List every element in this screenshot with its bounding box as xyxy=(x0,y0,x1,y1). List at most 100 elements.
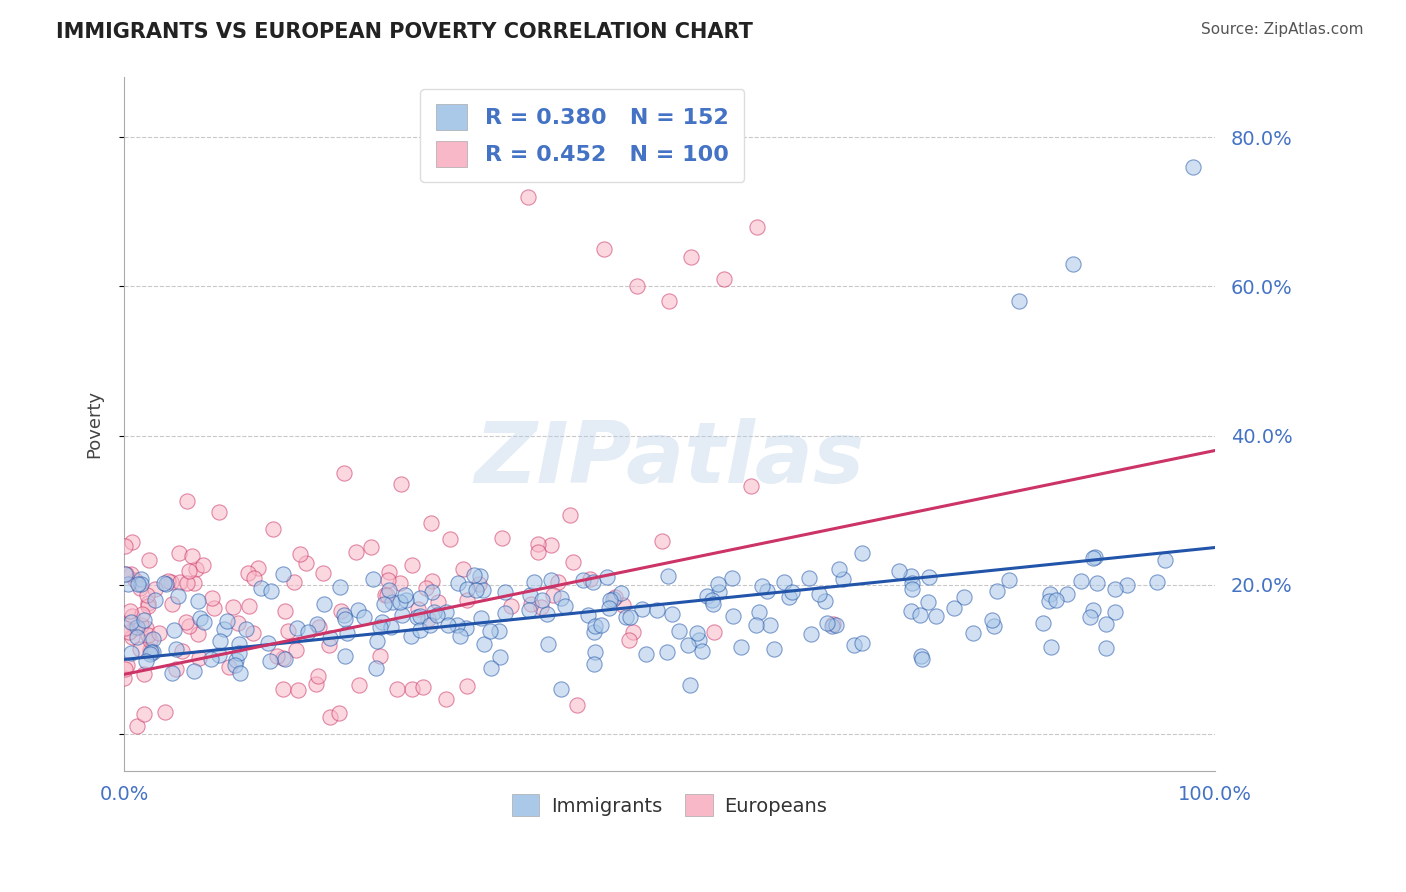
Point xyxy=(501,599,523,614)
Point xyxy=(373,597,395,611)
Point xyxy=(540,538,562,552)
Point xyxy=(426,608,449,623)
Point xyxy=(131,607,153,622)
Point xyxy=(456,582,478,597)
Point xyxy=(1095,616,1118,631)
Point xyxy=(454,621,477,635)
Point xyxy=(120,604,142,618)
Point xyxy=(319,710,342,724)
Text: Source: ZipAtlas.com: Source: ZipAtlas.com xyxy=(1201,22,1364,37)
Point xyxy=(621,624,644,639)
Point xyxy=(703,625,725,640)
Point xyxy=(179,564,201,578)
Point xyxy=(226,616,249,631)
Point xyxy=(844,638,866,652)
Point xyxy=(582,657,605,672)
Point xyxy=(658,294,681,309)
Point xyxy=(243,571,266,585)
Point xyxy=(1078,609,1101,624)
Point xyxy=(554,599,576,613)
Point xyxy=(416,612,439,626)
Point xyxy=(1038,594,1060,608)
Point xyxy=(124,621,146,635)
Point xyxy=(148,626,170,640)
Point xyxy=(489,650,512,665)
Point xyxy=(924,609,946,624)
Point xyxy=(134,707,156,722)
Point xyxy=(363,572,385,586)
Point xyxy=(305,677,328,691)
Point xyxy=(1146,575,1168,590)
Point xyxy=(160,574,183,589)
Point xyxy=(626,279,648,293)
Point xyxy=(165,662,187,676)
Point xyxy=(565,698,588,712)
Point xyxy=(187,650,209,665)
Point xyxy=(589,618,612,632)
Point xyxy=(953,590,976,604)
Point xyxy=(821,619,844,633)
Point xyxy=(562,555,585,569)
Point xyxy=(619,610,641,624)
Point xyxy=(688,632,710,647)
Point xyxy=(172,644,194,658)
Point xyxy=(120,646,142,660)
Point xyxy=(162,665,184,680)
Point xyxy=(332,466,354,480)
Point xyxy=(595,570,617,584)
Point xyxy=(228,646,250,660)
Y-axis label: Poverty: Poverty xyxy=(86,391,103,458)
Point xyxy=(143,593,166,607)
Point xyxy=(828,562,851,576)
Point xyxy=(772,574,794,589)
Point xyxy=(681,250,703,264)
Point xyxy=(550,591,572,606)
Point xyxy=(259,654,281,668)
Point xyxy=(800,627,823,641)
Point xyxy=(238,599,260,614)
Point xyxy=(131,572,153,586)
Point xyxy=(408,602,430,616)
Point xyxy=(980,613,1002,627)
Point xyxy=(889,564,911,578)
Point xyxy=(901,576,924,591)
Point xyxy=(328,706,350,720)
Point xyxy=(571,574,593,588)
Point xyxy=(221,599,243,614)
Point xyxy=(136,628,159,642)
Point xyxy=(420,516,443,530)
Point xyxy=(187,627,209,641)
Point xyxy=(617,633,640,648)
Point xyxy=(193,615,215,629)
Point xyxy=(744,618,766,632)
Point xyxy=(295,556,318,570)
Point xyxy=(598,600,620,615)
Point xyxy=(391,607,413,622)
Point xyxy=(375,588,398,602)
Point xyxy=(129,642,152,657)
Point xyxy=(385,682,408,697)
Point xyxy=(212,622,235,636)
Point xyxy=(377,573,399,587)
Point xyxy=(439,533,461,547)
Point xyxy=(832,572,855,586)
Point xyxy=(409,608,432,623)
Point xyxy=(1032,615,1054,630)
Point xyxy=(1045,592,1067,607)
Point xyxy=(153,576,176,591)
Point xyxy=(797,571,820,585)
Point xyxy=(415,581,437,595)
Point xyxy=(136,588,159,602)
Point xyxy=(285,621,308,635)
Point xyxy=(179,619,201,633)
Point xyxy=(748,605,770,619)
Point xyxy=(136,596,159,610)
Point xyxy=(434,605,457,619)
Point xyxy=(247,560,270,574)
Point xyxy=(778,590,800,604)
Point xyxy=(163,623,186,637)
Point xyxy=(114,566,136,581)
Point xyxy=(578,573,600,587)
Point xyxy=(983,619,1005,633)
Point xyxy=(655,645,678,659)
